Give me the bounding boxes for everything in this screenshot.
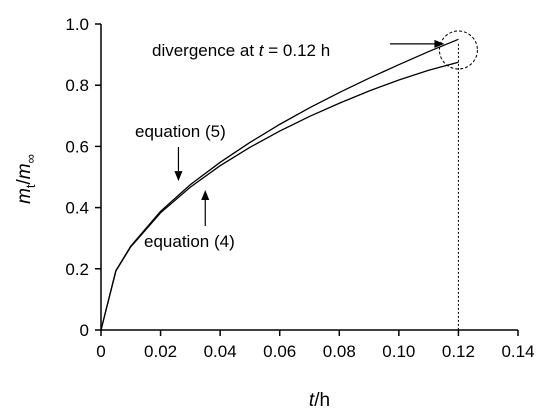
x-tick-label: 0.14 [501, 342, 534, 361]
x-tick-label: 0 [96, 342, 105, 361]
x-tick-label: 0.04 [204, 342, 237, 361]
y-tick-label: 0.2 [65, 260, 89, 279]
divergence-circle [438, 30, 478, 70]
x-tick-label: 0.06 [263, 342, 296, 361]
x-tick-label: 0.12 [442, 342, 475, 361]
x-tick-label: 0.02 [144, 342, 177, 361]
divergence-annotation: divergence at t = 0.12 h [152, 41, 330, 60]
y-tick-label: 0.4 [65, 199, 89, 218]
ticks: 0 0.02 0.04 0.06 0.08 0.10 0.12 0.14 0 0.2 0.4 0.6 0… [65, 15, 534, 361]
y-tick-label: 0 [80, 321, 89, 340]
series-lines [100, 38, 459, 331]
equation-5-label: equation (5) [135, 122, 226, 141]
equation-4-label: equation (4) [144, 232, 235, 251]
y-tick-label: 0.8 [65, 76, 89, 95]
series-line-equation-4 [100, 61, 459, 331]
divergence-arrowhead [434, 39, 445, 48]
equation-4-arrowhead [201, 190, 210, 200]
axes [100, 24, 518, 331]
equation-5-arrowhead [174, 171, 183, 182]
x-tick-label: 0.10 [382, 342, 415, 361]
annotations: divergence at t = 0.12 h equation (5) eq… [135, 30, 478, 330]
x-axis-label: t/h [309, 390, 330, 411]
y-tick-label: 0.6 [65, 137, 89, 156]
y-axis-label: mt/m∞ [14, 154, 38, 204]
y-tick-label: 1.0 [65, 15, 89, 34]
x-tick-label: 0.08 [323, 342, 356, 361]
series-line-equation-5 [100, 38, 459, 331]
